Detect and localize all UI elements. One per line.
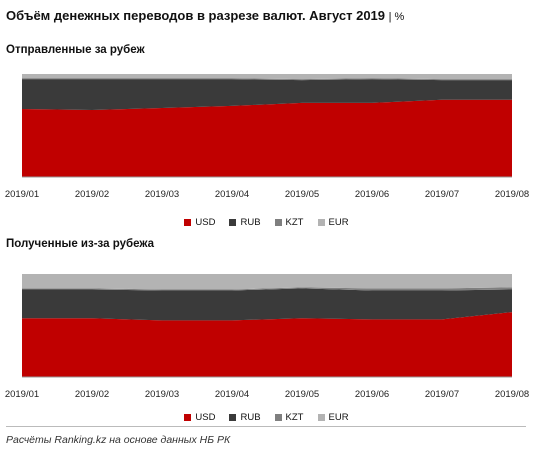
chart-2-legend: USD RUB KZT EUR — [0, 412, 533, 423]
legend-swatch — [317, 219, 325, 226]
chart-1-subtitle: Отправленные за рубеж — [6, 44, 145, 56]
chart-1-svg: 2019/01 2019/02 2019/03 2019/04 2019/05 2019/… — [5, 74, 529, 200]
chart-1-legend: USD RUB KZT EUR — [0, 217, 533, 228]
x-tick-label: 2019/06 — [355, 189, 389, 200]
footer-source: Расчёты Ranking.kz на основе данных НБ Р… — [6, 434, 231, 446]
footer-divider — [6, 426, 526, 427]
chart-title: Объём денежных переводов в разрезе валют… — [6, 8, 405, 23]
legend-swatch — [184, 414, 192, 421]
x-tick-label: 2019/06 — [355, 389, 389, 400]
x-tick-label: 2019/03 — [145, 389, 179, 400]
legend-label: USD — [195, 412, 216, 423]
area-kzt — [22, 287, 512, 291]
legend-label: KZT — [285, 217, 304, 228]
legend-swatch — [184, 219, 192, 226]
x-tick-label: 2019/05 — [285, 189, 319, 200]
area-usd — [22, 312, 512, 377]
legend-swatch — [274, 414, 282, 421]
legend-label: EUR — [328, 217, 349, 228]
area-usd — [22, 99, 512, 177]
legend-label: KZT — [285, 412, 304, 423]
legend-label: USD — [195, 217, 216, 228]
legend-item-usd: USD — [184, 217, 215, 228]
legend-item-kzt: KZT — [274, 412, 304, 423]
area-rub — [22, 79, 512, 111]
x-tick-label: 2019/05 — [285, 389, 319, 400]
legend-swatch — [229, 414, 237, 421]
x-tick-label: 2019/08 — [495, 189, 529, 200]
x-tick-label: 2019/07 — [425, 389, 459, 400]
x-tick-label: 2019/04 — [215, 189, 249, 200]
legend-item-eur: EUR — [317, 412, 349, 423]
legend-label: EUR — [328, 412, 349, 423]
legend-label: RUB — [240, 412, 261, 423]
legend-label: RUB — [240, 217, 261, 228]
legend-swatch — [274, 219, 282, 226]
legend-item-usd: USD — [184, 412, 215, 423]
legend-item-kzt: KZT — [274, 217, 304, 228]
x-tick-label: 2019/02 — [75, 189, 109, 200]
area-eur — [22, 74, 512, 80]
x-tick-label: 2019/08 — [495, 389, 529, 400]
legend-swatch — [317, 414, 325, 421]
legend-swatch — [229, 219, 237, 226]
legend-item-rub: RUB — [229, 412, 261, 423]
area-rub — [22, 288, 512, 321]
chart-2-svg: 2019/01 2019/02 2019/03 2019/04 2019/05 2019/… — [5, 274, 529, 400]
x-tick-label: 2019/01 — [5, 389, 39, 400]
x-tick-label: 2019/01 — [5, 189, 39, 200]
x-tick-label: 2019/04 — [215, 389, 249, 400]
area-kzt — [22, 78, 512, 81]
legend-item-eur: EUR — [317, 217, 349, 228]
area-eur — [22, 274, 512, 290]
chart-2-subtitle: Полученные из-за рубежа — [6, 238, 155, 250]
x-tick-label: 2019/07 — [425, 189, 459, 200]
x-tick-label: 2019/02 — [75, 389, 109, 400]
x-tick-label: 2019/03 — [145, 189, 179, 200]
legend-item-rub: RUB — [229, 217, 261, 228]
